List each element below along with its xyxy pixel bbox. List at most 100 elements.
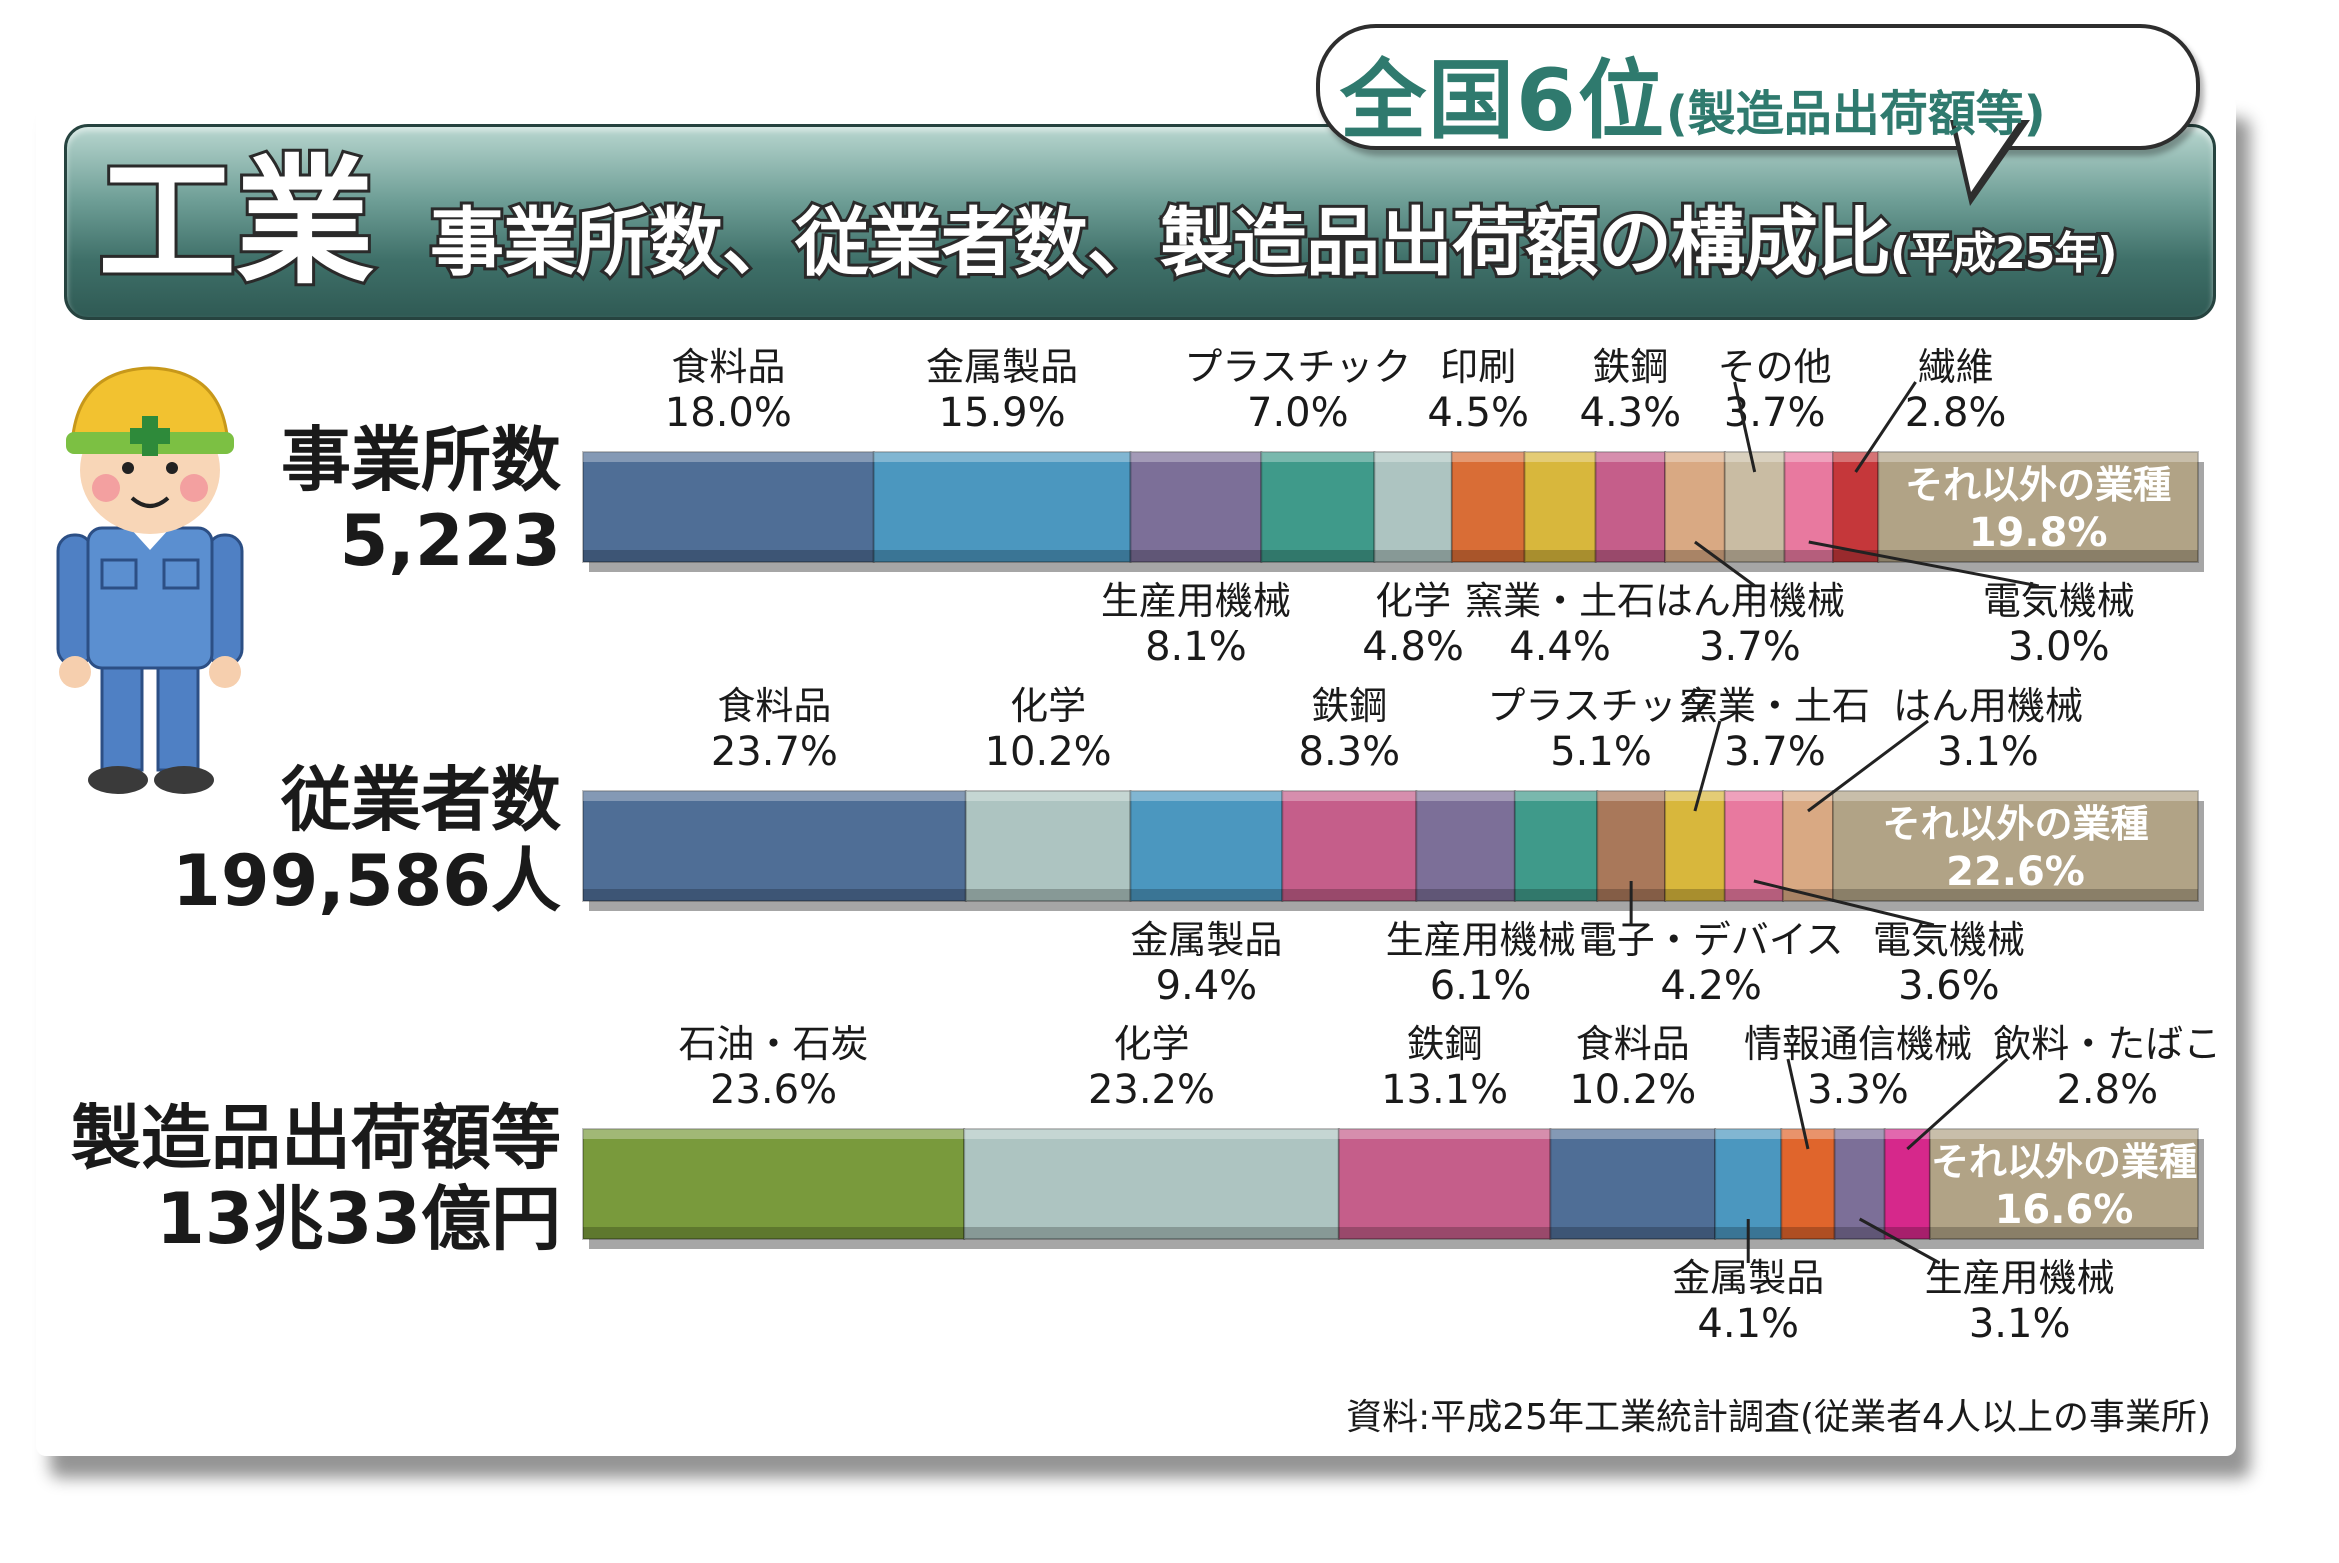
bar-segment bbox=[1523, 451, 1597, 563]
bar-segment-shade bbox=[1834, 1227, 1885, 1239]
worker-pocket-left bbox=[100, 558, 138, 590]
segment-label: 金属製品 bbox=[1672, 1256, 1824, 1300]
bar-segment-highlight bbox=[583, 1129, 965, 1139]
segment-label: 窯業・土石 bbox=[1680, 684, 1870, 728]
bar-segment-highlight bbox=[1784, 452, 1834, 462]
bar-segment bbox=[1877, 451, 2199, 563]
leader-line bbox=[1786, 1058, 1810, 1150]
bar-segment-shade bbox=[1514, 889, 1598, 901]
bar-segment bbox=[1281, 790, 1418, 902]
bar-segment-highlight bbox=[1833, 452, 1879, 462]
bar-segment-shade bbox=[1784, 550, 1834, 562]
subtitle-year: (平成25年) bbox=[1887, 225, 2120, 282]
bar-segment bbox=[1129, 790, 1284, 902]
segment-value: 23.7% bbox=[711, 729, 838, 775]
bar-segment bbox=[1833, 1128, 1886, 1240]
segment-label: 鉄鋼 bbox=[1407, 1022, 1483, 1066]
bar-segment-highlight bbox=[965, 791, 1131, 801]
bar-segment-highlight bbox=[1282, 791, 1417, 801]
bar-segment-shade bbox=[1130, 889, 1283, 901]
bar-segment-highlight bbox=[1929, 1129, 2198, 1139]
bar-segment-highlight bbox=[1130, 452, 1262, 462]
segment-value: 23.2% bbox=[1088, 1067, 1215, 1113]
segment-label: プラスチック bbox=[1487, 684, 1714, 728]
bar-segment bbox=[1781, 790, 1835, 902]
segment-value: 8.1% bbox=[1145, 624, 1247, 670]
bar-segment-shade bbox=[1724, 550, 1785, 562]
segment-label-inside: それ以外の業種 bbox=[1905, 463, 2171, 507]
segment-label: 食料品 bbox=[671, 345, 785, 389]
segment-value: 4.1% bbox=[1697, 1301, 1799, 1347]
segment-value: 10.2% bbox=[985, 729, 1112, 775]
segment-value-inside: 22.6% bbox=[1946, 849, 2085, 895]
title-banner bbox=[64, 124, 2216, 320]
segment-value: 4.3% bbox=[1580, 390, 1682, 436]
bar-segment-highlight bbox=[1514, 791, 1598, 801]
bar-segment bbox=[1832, 790, 2199, 902]
worker-hand-left bbox=[59, 656, 91, 688]
worker-eye-left bbox=[122, 462, 134, 474]
bar-segment-shade bbox=[965, 889, 1131, 901]
worker-helmet bbox=[70, 366, 230, 448]
segment-label: 鉄鋼 bbox=[1592, 345, 1668, 389]
row-total: 5,223 bbox=[339, 500, 561, 582]
row-name: 事業所数 bbox=[281, 419, 561, 501]
bar-segment bbox=[582, 1128, 966, 1240]
leader-line bbox=[1733, 381, 1757, 473]
bar-segment bbox=[1594, 451, 1667, 563]
segment-label: 生産用機械 bbox=[1925, 1256, 2115, 1300]
segment-value: 9.4% bbox=[1156, 963, 1258, 1009]
segment-label: 飲料・たばこ bbox=[1993, 1022, 2221, 1066]
worker-hand-right bbox=[209, 656, 241, 688]
rank-main: 全国6位 bbox=[1340, 51, 1666, 151]
bar-segment-shade bbox=[1833, 889, 2198, 901]
segment-label: プラスチック bbox=[1184, 345, 1411, 389]
worker-eye-right bbox=[166, 462, 178, 474]
bar-segment-highlight bbox=[1878, 452, 2198, 462]
bar-segment-shade bbox=[1524, 550, 1596, 562]
chart-subtitle: 事業所数、従業者数、製造品出荷額の構成比(平成25年) bbox=[427, 197, 2120, 299]
segment-label: 化学 bbox=[1010, 684, 1086, 728]
rank-bubble bbox=[1316, 24, 2200, 150]
bar-segment bbox=[1337, 1128, 1552, 1240]
bar-segment-highlight bbox=[1724, 791, 1783, 801]
segment-value: 13.1% bbox=[1381, 1067, 1508, 1113]
segment-value: 3.0% bbox=[2008, 624, 2110, 670]
segment-value: 2.8% bbox=[2056, 1067, 2158, 1113]
bar-segment-shade bbox=[873, 550, 1131, 562]
segment-label: 鉄鋼 bbox=[1311, 684, 1387, 728]
leader-line bbox=[1906, 1057, 2009, 1151]
bar-segment-highlight bbox=[1597, 791, 1666, 801]
bar-segment-shade bbox=[1884, 1227, 1930, 1239]
rank-bubble-tail-inner bbox=[1954, 116, 2023, 192]
leader-line bbox=[1693, 720, 1722, 812]
bar-segment-highlight bbox=[1715, 1129, 1782, 1139]
worker-collar bbox=[130, 528, 170, 550]
bar-segment bbox=[1883, 1128, 1931, 1240]
segment-label: 金属製品 bbox=[1130, 918, 1282, 962]
leader-line bbox=[1694, 540, 1756, 588]
bar-segment-shade bbox=[583, 889, 966, 901]
bar-segment-highlight bbox=[1665, 452, 1725, 462]
bar-segment bbox=[1664, 451, 1726, 563]
bar-segment-shade bbox=[1130, 550, 1262, 562]
bar-segment bbox=[872, 451, 1132, 563]
segment-label: 繊維 bbox=[1918, 345, 1994, 389]
subtitle-text: 事業所数、従業者数、製造品出荷額の構成比 bbox=[427, 197, 1894, 289]
rank-text: 全国6位(製造品出荷額等) bbox=[1340, 30, 2170, 151]
segment-value: 3.1% bbox=[1937, 729, 2039, 775]
bar-segment-highlight bbox=[1524, 452, 1596, 462]
segment-value: 4.4% bbox=[1509, 624, 1611, 670]
segment-value: 3.1% bbox=[1969, 1301, 2071, 1347]
bar-segment bbox=[1260, 451, 1376, 563]
segment-label: 電気機械 bbox=[1873, 918, 2025, 962]
bar-segment-highlight bbox=[583, 791, 966, 801]
bar-segment-highlight bbox=[1665, 791, 1725, 801]
segment-label: はん用機械 bbox=[1893, 684, 2083, 728]
bar-segment bbox=[1832, 451, 1880, 563]
segment-label: 化学 bbox=[1113, 1022, 1189, 1066]
bar-segment-highlight bbox=[1724, 452, 1785, 462]
bar-segment bbox=[1415, 790, 1516, 902]
bar-segment-highlight bbox=[1550, 1129, 1716, 1139]
bar-segment-shade bbox=[1374, 550, 1452, 562]
